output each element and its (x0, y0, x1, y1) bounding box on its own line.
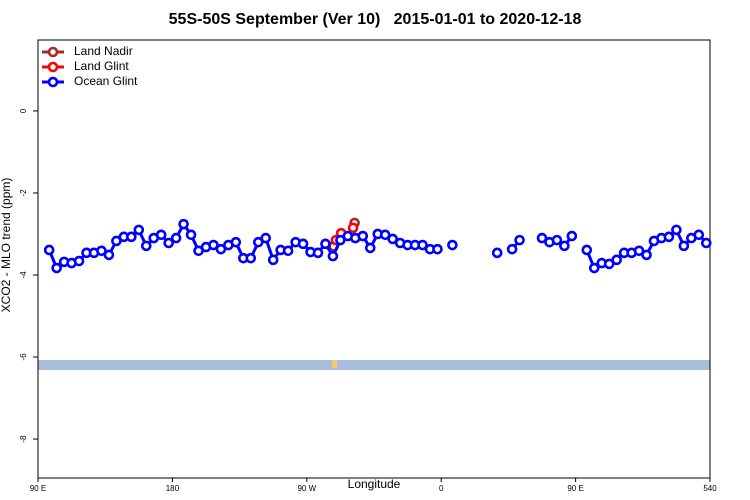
series-point (185, 229, 197, 241)
series-point (133, 224, 145, 236)
series-point (588, 262, 600, 274)
legend-marker (47, 76, 59, 88)
x-tick-label: 180 (166, 484, 180, 493)
legend-label: Land Glint (74, 59, 129, 73)
series-point (51, 262, 62, 274)
series-point (208, 239, 219, 251)
series-point (633, 245, 645, 257)
series-point (417, 239, 428, 251)
series-point (566, 230, 578, 242)
series-point (581, 244, 593, 256)
y-tick-label: -8 (19, 435, 28, 443)
y-tick-label: -6 (19, 353, 28, 361)
series-point (215, 243, 227, 255)
legend-marker (47, 46, 59, 58)
series-point (126, 231, 137, 243)
legend-label: Ocean Glint (74, 74, 138, 88)
series-point (297, 238, 309, 250)
series-point (700, 237, 712, 249)
series-point (155, 229, 167, 241)
series-point (678, 240, 690, 252)
chart-title: 55S-50S September (Ver 10) 2015-01-01 to… (169, 11, 582, 28)
series-point (245, 252, 257, 264)
series-point (641, 249, 652, 261)
series-point (327, 250, 339, 262)
series-point (432, 243, 443, 255)
land-patch (332, 360, 337, 368)
legend-label: Land Nadir (74, 44, 133, 58)
series-point (320, 238, 331, 250)
series-point (43, 244, 55, 256)
series-point (170, 232, 182, 244)
series-point (663, 231, 675, 243)
series-point (514, 234, 525, 246)
y-tick-label: -4 (19, 271, 28, 279)
x-axis-label: Longitude (348, 477, 401, 491)
series-point (611, 254, 622, 266)
series-point (379, 229, 391, 241)
series-point (559, 240, 570, 252)
series-point (73, 255, 85, 267)
series-point (364, 242, 376, 254)
series-point (671, 224, 682, 236)
y-tick-label: 0 (19, 108, 28, 113)
series-point (252, 236, 264, 248)
legend-marker (47, 61, 59, 73)
series-point (230, 236, 242, 248)
x-tick-label: 540 (703, 484, 717, 493)
surface-band (38, 360, 710, 370)
series-point (506, 243, 518, 255)
series-point (491, 247, 503, 259)
x-tick-label: 90 E (30, 484, 46, 493)
series-point (260, 232, 272, 244)
series-point (357, 230, 369, 242)
series-point (267, 254, 279, 266)
x-tick-label: 90 E (567, 484, 583, 493)
y-axis-label: XCO2 - MLO trend (ppm) (0, 178, 13, 313)
series-point (603, 258, 615, 270)
series-point (447, 239, 458, 251)
y-tick-label: -2 (19, 189, 28, 197)
series-point (551, 234, 563, 246)
series-point (163, 237, 174, 249)
x-tick-label: 0 (439, 484, 444, 493)
series-point (178, 218, 189, 230)
x-tick-label: 90 W (297, 484, 316, 493)
series-point (347, 222, 359, 234)
series-point (96, 245, 107, 257)
series-point (282, 245, 294, 257)
series-point (103, 249, 115, 261)
series-point (536, 232, 548, 244)
series-point (335, 234, 346, 246)
plot-frame (37, 39, 711, 479)
series-point (140, 240, 152, 252)
series-point (312, 247, 324, 259)
series-point (387, 233, 398, 245)
series-point (693, 229, 705, 241)
series-point (111, 235, 122, 247)
